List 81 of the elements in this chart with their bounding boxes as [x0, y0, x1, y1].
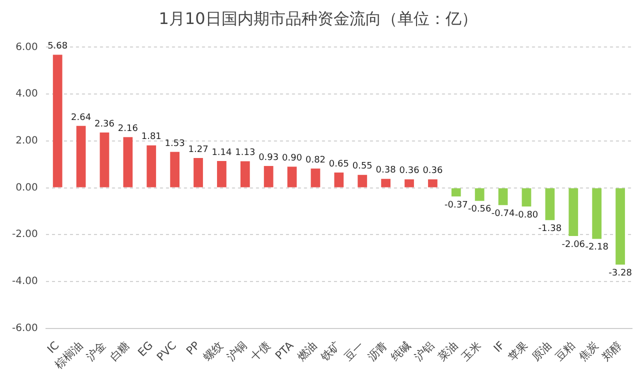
data-label: -3.28: [608, 268, 632, 278]
bar: [545, 188, 555, 220]
bar: [474, 188, 484, 201]
data-label: 1.14: [212, 148, 232, 158]
bar: [404, 179, 414, 188]
x-tick-label: 螺纹: [201, 338, 226, 364]
x-tick-label: PTA: [272, 338, 297, 362]
x-tick-label: 沥青: [365, 338, 390, 364]
data-label: 0.93: [258, 152, 279, 163]
x-tick-label: 原油: [529, 338, 554, 364]
data-label: -0.80: [514, 210, 538, 220]
bar: [52, 54, 62, 188]
y-tick-label: 6.00: [16, 42, 38, 53]
x-tick-label: 纯碱: [388, 338, 414, 364]
bar: [498, 188, 508, 206]
bar: [358, 174, 368, 188]
data-label: 1.27: [188, 144, 208, 155]
x-tick-label: 苹果: [506, 338, 531, 364]
data-label: 2.64: [71, 112, 92, 123]
data-label: 5.68: [48, 42, 68, 52]
data-label: -2.18: [585, 242, 609, 253]
data-label: 0.55: [352, 162, 372, 172]
y-tick-label: 0.00: [16, 182, 38, 194]
data-label: 0.65: [328, 159, 349, 170]
data-label: 0.38: [376, 166, 396, 176]
bar: [592, 188, 602, 239]
x-tick-label: PP: [184, 338, 203, 358]
bar: [100, 132, 110, 188]
bar: [616, 188, 625, 265]
y-tick-label: 2.00: [16, 136, 38, 147]
bar: [146, 145, 156, 188]
x-tick-label: 豆一: [342, 338, 367, 364]
bar: [194, 158, 203, 188]
bar: [381, 178, 391, 188]
data-label: 0.90: [282, 154, 302, 164]
data-label: 2.36: [94, 119, 115, 130]
x-tick-label: 豆粕: [552, 338, 578, 364]
data-label: 0.82: [305, 155, 326, 166]
y-tick-label: -2.00: [12, 229, 38, 240]
bar: [240, 161, 250, 188]
bar: [287, 166, 297, 188]
x-tick-label: EG: [135, 338, 156, 360]
data-label: 0.36: [399, 166, 420, 176]
x-tick-label: IC: [44, 338, 62, 356]
x-tick-label: 沪铝: [412, 338, 437, 364]
x-tick-label: 焦炭: [576, 338, 601, 364]
data-label: -2.06: [562, 240, 586, 250]
data-label: -0.74: [491, 208, 515, 219]
data-label: 1.81: [141, 132, 162, 142]
y-tick-label: -6.00: [12, 322, 38, 334]
bar: [334, 172, 344, 188]
bar: [310, 168, 320, 188]
bar: [123, 137, 133, 188]
x-tick-label: 白糖: [107, 338, 132, 364]
bar: [428, 179, 438, 188]
data-label: -0.56: [468, 204, 492, 215]
x-tick-label: 沪金: [84, 338, 109, 364]
data-label: 1.53: [164, 138, 185, 149]
y-tick-label: -4.00: [12, 276, 38, 288]
data-label: 0.36: [422, 166, 444, 176]
y-tick-label: 4.00: [16, 88, 38, 100]
bar: [76, 126, 86, 188]
bar: [451, 188, 461, 196]
bar: [568, 188, 578, 236]
bar: [264, 166, 274, 188]
data-label: -0.37: [444, 200, 468, 210]
data-label: 2.16: [118, 124, 138, 134]
x-tick-label: 菜油: [436, 338, 460, 364]
data-label: 1.13: [235, 148, 256, 158]
x-tick-label: 沪铜: [224, 338, 250, 364]
x-tick-label: 铁矿: [318, 338, 344, 364]
x-tick-label: 燃油: [294, 338, 320, 364]
x-tick-label: 玉米: [459, 338, 484, 364]
bar: [170, 152, 180, 188]
bar: [217, 161, 226, 188]
data-label: -1.38: [538, 224, 562, 234]
bar: [522, 188, 532, 207]
chart-title: 1月10日国内期市品种资金流向（单位：亿）: [158, 8, 478, 28]
x-tick-label: IF: [491, 338, 508, 355]
x-tick-label: 十债: [248, 338, 273, 364]
x-tick-label: 郑醇: [600, 338, 624, 364]
